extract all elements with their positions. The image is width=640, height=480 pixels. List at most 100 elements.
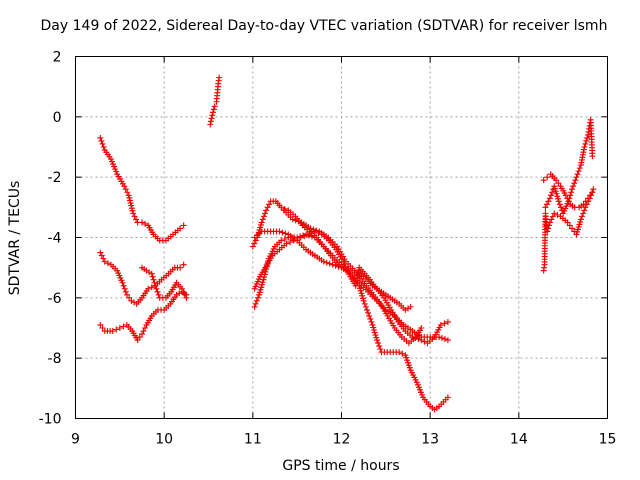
data-point [556, 201, 563, 208]
data-point [555, 198, 562, 205]
data-point [180, 222, 187, 229]
data-point [152, 282, 159, 289]
data-point [121, 183, 128, 190]
y-tick-label: 0 [53, 110, 62, 126]
data-point [574, 171, 581, 178]
axis-ticks: 9 10 11 12 13 14 15 2 0 -2 -4 -6 -8 -10 [39, 50, 617, 448]
data-point [297, 234, 304, 241]
data-point [104, 260, 111, 267]
data-point [320, 258, 327, 265]
data-point [258, 219, 265, 226]
data-point [136, 334, 143, 341]
data-point [584, 195, 591, 202]
data-point [120, 323, 127, 330]
data-point [251, 303, 258, 310]
x-tick-label: 9 [71, 432, 80, 448]
data-point [130, 210, 137, 217]
data-point [579, 213, 586, 220]
data-point [260, 276, 267, 283]
data-point [183, 294, 190, 301]
data-point [575, 168, 582, 175]
data-point [146, 269, 153, 276]
data-point [123, 291, 130, 298]
data-point [263, 207, 270, 214]
data-point [145, 285, 152, 292]
data-point [101, 258, 108, 265]
data-point [100, 144, 107, 150]
data-point [266, 201, 273, 208]
data-point [540, 177, 547, 184]
data-point [577, 216, 584, 223]
y-tick-label: -8 [48, 351, 62, 367]
data-point [252, 300, 259, 307]
data-point [545, 225, 552, 232]
series-track-6 [251, 231, 451, 413]
series-track-5 [207, 74, 223, 128]
series-track-4 [139, 264, 190, 301]
series-track-10 [280, 207, 414, 313]
data-point [568, 189, 575, 196]
data-point [342, 264, 349, 271]
x-tick-label: 12 [333, 432, 351, 448]
data-point [294, 236, 301, 243]
y-tick-label: -10 [39, 412, 62, 428]
data-point [283, 240, 290, 247]
data-point [210, 106, 217, 113]
data-point [131, 213, 138, 220]
data-point [373, 337, 380, 344]
data-point [259, 216, 266, 223]
data-point [437, 321, 444, 328]
x-tick-label: 13 [421, 432, 439, 448]
data-point [338, 263, 345, 270]
data-point [98, 137, 105, 144]
data-point [582, 204, 589, 211]
data-point [125, 192, 132, 199]
data-point [264, 204, 271, 211]
data-point [209, 109, 216, 116]
data-point [98, 252, 105, 259]
data-point [368, 318, 375, 325]
data-point [134, 337, 141, 344]
data-point [177, 264, 184, 271]
data-point [100, 255, 107, 262]
data-point [421, 338, 428, 345]
data-point [553, 177, 560, 184]
data-point [582, 140, 589, 147]
data-point [141, 325, 148, 331]
data-point [573, 174, 580, 181]
data-point [207, 118, 214, 125]
data-point [444, 394, 451, 401]
data-point [140, 328, 147, 335]
data-point [567, 192, 574, 199]
data-point [148, 284, 155, 291]
data-point [252, 237, 259, 244]
series-track-1 [97, 134, 187, 244]
data-point [345, 266, 352, 273]
data-point [97, 249, 104, 256]
data-point [544, 228, 551, 235]
data-point [126, 197, 133, 204]
data-point [375, 340, 382, 347]
data-point [290, 237, 297, 244]
data-point [292, 217, 299, 224]
x-tick-label: 15 [599, 432, 617, 448]
data-point [253, 297, 260, 304]
data-point [281, 236, 288, 243]
data-point [116, 325, 123, 331]
data-point [572, 177, 579, 184]
data-point [405, 305, 411, 312]
data-point [444, 318, 451, 325]
data-point [546, 195, 553, 202]
data-point [310, 226, 317, 233]
data-point [207, 121, 214, 128]
data-point [570, 183, 577, 190]
data-point [576, 165, 583, 172]
data-point [142, 220, 149, 227]
data-point [155, 291, 162, 298]
y-tick-label: -6 [48, 291, 62, 307]
data-point [581, 144, 588, 150]
data-point [326, 260, 333, 267]
data-point [589, 153, 596, 160]
data-point [396, 349, 403, 356]
